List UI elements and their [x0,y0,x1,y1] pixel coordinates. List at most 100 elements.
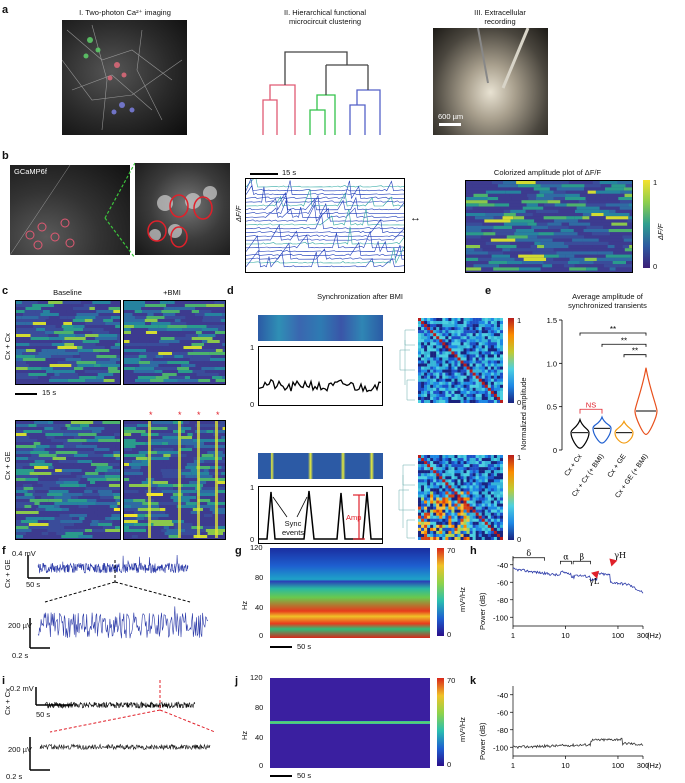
corr-cell [457,318,461,322]
c-heat-cell [16,337,24,340]
c-heat-cell [102,421,120,424]
corr-cell [487,354,492,358]
corr-cell [460,351,464,355]
corr-cell [469,351,473,355]
b-heat-cell [493,267,519,271]
g-scale-bar [270,646,292,648]
corr-cell [487,461,492,465]
corr-cell [448,339,452,343]
panel-letter-g: g [235,545,242,557]
corr-cell [493,470,498,474]
corr-cell [499,339,503,343]
corr-cell [421,351,425,355]
corr-cell [448,497,452,501]
c-heat-cell [84,334,99,337]
corr-cell [481,482,485,486]
c-heat-cell [63,433,79,436]
corr-cell [451,318,455,322]
corr-cell [478,485,482,489]
corr-cell [448,369,452,373]
corr-cell [493,318,498,322]
corr-cell [457,476,461,480]
corr-cell [463,363,467,367]
corr-cell [421,396,425,401]
corr-cell [475,533,479,538]
c-heat-cell [75,511,95,514]
e-violin [592,415,612,444]
corr-cell [454,363,458,367]
b-heat-cell [494,203,510,207]
corr-cell [487,384,492,389]
corr-cell [442,533,446,538]
g-ytick-0: 0 [259,631,264,640]
corr-cell [463,455,467,459]
h-alpha-label: α [563,552,569,561]
corr-cell [421,458,425,462]
b-heat-cell [624,193,632,197]
c-heat-cell [176,376,185,379]
c-heat-cell [97,508,107,511]
c-heat-cell [73,331,85,334]
c-heat-cell [124,532,147,535]
corr-cell [484,333,489,337]
c-heat-cell [159,478,175,481]
corr-cell [475,470,479,474]
c-heat-cell [112,490,120,493]
c-heat-cell [65,532,84,535]
corr-cell [454,399,458,403]
c-heat-cell [177,460,194,463]
c-heat-cell [85,322,106,325]
c-sync-band [148,421,151,538]
b-heat-cell [553,248,567,252]
corr-cell [430,527,434,532]
f-scale-s2: 0.2 s [12,651,29,660]
c-heat-cell [124,454,146,457]
f-trace-bottom [37,606,209,639]
corr-cell [448,509,452,513]
corr-cell [460,482,464,486]
corr-cell [430,384,434,389]
c-heat-cell [84,517,106,520]
corr-cell [460,524,464,529]
corr-cell [478,366,482,370]
corr-cell [451,476,455,480]
b-heat-cell [518,267,541,271]
c-heat-cell [115,445,120,448]
corr-cell [478,354,482,358]
c-heat-cell [150,427,168,430]
c-heat-cell [124,484,130,487]
c-heat-cell [124,358,141,361]
corr-cell [496,503,501,507]
corr-cell [496,500,501,504]
corr-cell [484,476,489,480]
c-heat-cell [16,466,23,469]
corr-cell [451,330,455,334]
corr-cell [493,369,498,373]
c-heat-cell [28,373,47,376]
c-heat-cell [38,454,57,457]
corr-cell [427,476,431,480]
c-heat-cell [24,340,40,343]
c-heat-cell [67,499,87,502]
corr-cell [427,345,431,349]
corr-cell [493,458,498,462]
corr-cell [493,530,498,535]
corr-cell [436,354,440,358]
corr-cell [430,327,434,331]
b-heat-cell [540,267,550,271]
corr-cell [439,372,443,376]
c-heat-cell [37,481,56,484]
corr-cell [463,357,467,361]
corr-cell [442,390,446,395]
corr-cell [481,491,485,495]
c-heat-cell [139,352,159,355]
g-cb-top: 70 [447,546,456,555]
g-cb-bottom: 0 [447,630,452,639]
corr-cell [484,345,489,349]
corr-cell [472,333,476,337]
c-heat-cell [113,328,120,331]
corr-cell [454,524,458,529]
c-heat-cell [77,349,94,352]
b-heat-cell [549,187,557,191]
